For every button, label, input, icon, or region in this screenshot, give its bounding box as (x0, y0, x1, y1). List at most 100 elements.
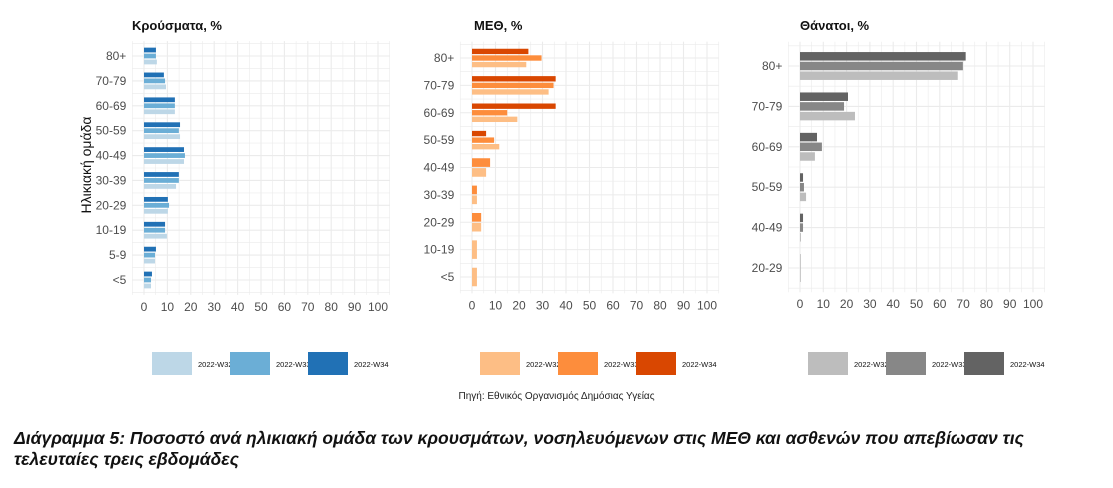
x-tick-label: 20 (184, 300, 198, 314)
bar-2022-w33-70-79 (472, 82, 554, 89)
bar-2022-w33-10-19 (144, 227, 166, 233)
x-tick-label: 30 (863, 297, 877, 311)
chart-title: Θάνατοι, % (800, 18, 870, 33)
y-axis-label: Ηλικιακή ομάδα (78, 117, 94, 214)
legend-label: 2022-W32 (854, 360, 889, 369)
bar-2022-w33-50-59 (144, 128, 179, 134)
bar-2022-w34-60-69 (144, 97, 175, 103)
bar-2022-w34-20-29 (144, 196, 168, 202)
bar-2022-w33-70-79 (144, 78, 166, 84)
x-tick-label: 10 (161, 300, 175, 314)
bar-2022-w33-60-69 (144, 103, 175, 109)
legend-swatch (558, 352, 598, 375)
legend-swatch (480, 352, 520, 375)
bar-2022-w34-60-69 (472, 103, 556, 109)
bar-2022-w32-10-19 (472, 240, 477, 259)
y-tick-label: 50-59 (752, 180, 783, 194)
bar-2022-w32-10-19 (144, 233, 167, 239)
bar-2022-w32-80+ (144, 59, 157, 65)
x-tick-label: 80 (325, 300, 339, 314)
x-tick-label: 70 (956, 297, 970, 311)
x-tick-label: 0 (469, 298, 476, 312)
bar-2022-w34-70-79 (800, 92, 848, 101)
x-tick-label: 50 (910, 297, 924, 311)
bar-2022-w34-80+ (144, 47, 156, 53)
bar-2022-w32-40-49 (472, 168, 487, 177)
bar-2022-w32-5-9 (144, 258, 155, 264)
bar-2022-w34-70-79 (472, 76, 556, 82)
bar-2022-w32-20-29 (472, 222, 482, 232)
x-tick-label: 100 (697, 298, 717, 312)
x-tick-label: 50 (583, 298, 597, 312)
bar-2022-w32-40-49 (800, 233, 801, 242)
source-note: Πηγή: Εθνικός Οργανισμός Δημόσιας Υγείας (458, 391, 655, 402)
legend-label: 2022-W34 (682, 360, 717, 369)
y-tick-label: 50-59 (96, 124, 127, 138)
y-tick-label: 70-79 (424, 78, 455, 92)
bar-2022-w32-70-79 (472, 89, 549, 95)
legend-label: 2022-W33 (932, 360, 967, 369)
bar-2022-w34-50-59 (144, 122, 181, 128)
x-tick-label: 60 (606, 298, 620, 312)
y-tick-label: 80+ (434, 51, 454, 65)
y-tick-label: 40-49 (424, 161, 455, 175)
x-tick-label: 30 (208, 300, 222, 314)
legend-swatch (636, 352, 676, 375)
x-tick-label: 70 (301, 300, 315, 314)
x-tick-label: 0 (797, 297, 804, 311)
x-tick-label: 20 (840, 297, 854, 311)
x-tick-label: 100 (1023, 297, 1043, 311)
x-tick-label: 80 (653, 298, 667, 312)
bar-2022-w32-50-59 (144, 134, 181, 140)
legend-swatch (308, 352, 348, 375)
bar-2022-w33-40-49 (472, 158, 491, 167)
y-tick-label: 70-79 (752, 99, 783, 113)
bar-2022-w32-40-49 (144, 159, 185, 164)
bar-2022-w33-30-39 (472, 185, 477, 195)
legend-label: 2022-W34 (1010, 360, 1045, 369)
bar-2022-w32-30-39 (472, 195, 477, 205)
bar-2022-w34-<5 (144, 271, 152, 277)
x-tick-label: 60 (933, 297, 947, 311)
bar-2022-w32-80+ (800, 71, 958, 80)
bar-2022-w33-70-79 (800, 102, 845, 111)
bar-2022-w33-60-69 (472, 110, 508, 116)
y-tick-label: 60-69 (96, 99, 127, 113)
bar-2022-w32-50-59 (800, 192, 807, 202)
x-tick-label: 80 (980, 297, 994, 311)
legend-label: 2022-W32 (198, 360, 233, 369)
bar-2022-w32-60-69 (144, 109, 175, 115)
bar-2022-w32-20-29 (800, 254, 801, 282)
bar-2022-w34-5-9 (144, 246, 156, 252)
legend-label: 2022-W32 (526, 360, 561, 369)
bar-2022-w32-60-69 (472, 116, 518, 123)
bar-2022-w33-20-29 (472, 212, 482, 222)
bar-2022-w33-30-39 (144, 178, 179, 183)
bar-2022-w32-70-79 (144, 84, 166, 90)
bar-2022-w33-5-9 (144, 252, 155, 258)
y-tick-label: 40-49 (96, 149, 127, 163)
legend-swatch (886, 352, 926, 375)
y-tick-label: 5-9 (109, 248, 127, 262)
bar-2022-w32-<5 (472, 267, 477, 287)
bar-2022-w34-60-69 (800, 132, 818, 142)
x-tick-label: 10 (489, 298, 503, 312)
x-tick-label: 40 (887, 297, 901, 311)
x-tick-label: 40 (559, 298, 573, 312)
legend-swatch (230, 352, 270, 375)
legend-label: 2022-W33 (604, 360, 639, 369)
bar-2022-w34-10-19 (144, 221, 166, 227)
bar-2022-w33-80+ (144, 53, 156, 59)
chart-title: ΜΕΘ, % (474, 18, 523, 33)
bar-2022-w32-50-59 (472, 144, 500, 150)
x-tick-label: 20 (512, 298, 526, 312)
bar-2022-w32-60-69 (800, 152, 815, 161)
bar-2022-w34-50-59 (472, 130, 487, 137)
x-tick-label: 70 (630, 298, 644, 312)
bar-2022-w33-50-59 (800, 182, 804, 192)
bar-2022-w33-60-69 (800, 142, 822, 152)
y-tick-label: 70-79 (96, 74, 127, 88)
y-tick-label: 30-39 (96, 173, 127, 187)
bar-2022-w34-80+ (472, 48, 529, 55)
y-tick-label: 80+ (762, 59, 782, 73)
